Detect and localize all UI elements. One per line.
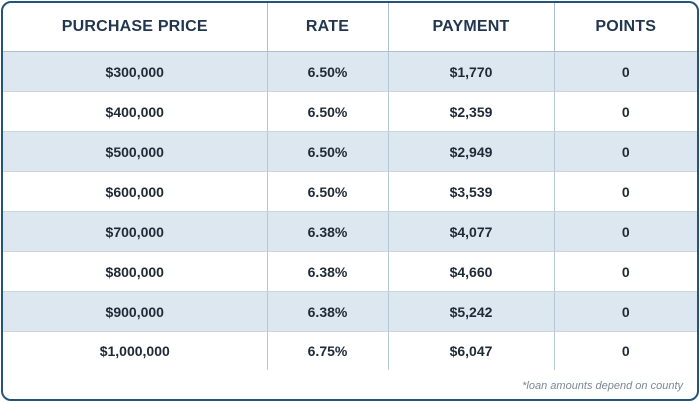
payment-cell: $4,660 bbox=[388, 251, 555, 292]
points-cell: 0 bbox=[554, 91, 697, 132]
purchase-price-cell: $600,000 bbox=[3, 171, 268, 212]
purchase-price-cell: $400,000 bbox=[3, 91, 268, 132]
rate-cell: 6.75% bbox=[267, 331, 389, 370]
table-row: $400,000 6.50% $2,359 0 bbox=[3, 91, 697, 132]
payment-cell: $4,077 bbox=[388, 211, 555, 252]
header-purchase-price: PURCHASE PRICE bbox=[3, 3, 268, 52]
payment-cell: $2,359 bbox=[388, 91, 555, 132]
rate-table: PURCHASE PRICE RATE PAYMENT POINTS $300,… bbox=[3, 3, 697, 370]
rate-cell: 6.50% bbox=[267, 91, 389, 132]
payment-cell: $3,539 bbox=[388, 171, 555, 212]
rate-cell: 6.50% bbox=[267, 171, 389, 212]
rate-cell: 6.38% bbox=[267, 251, 389, 292]
purchase-price-cell: $900,000 bbox=[3, 291, 268, 332]
footnote: *loan amounts depend on county bbox=[522, 380, 683, 392]
points-cell: 0 bbox=[554, 131, 697, 172]
payment-cell: $1,770 bbox=[388, 51, 555, 92]
rate-cell: 6.38% bbox=[267, 291, 389, 332]
purchase-price-cell: $1,000,000 bbox=[3, 331, 268, 370]
header-rate: RATE bbox=[267, 3, 389, 52]
rate-cell: 6.50% bbox=[267, 131, 389, 172]
table-row: $800,000 6.38% $4,660 0 bbox=[3, 251, 697, 292]
points-cell: 0 bbox=[554, 171, 697, 212]
table-row: $700,000 6.38% $4,077 0 bbox=[3, 211, 697, 252]
points-cell: 0 bbox=[554, 291, 697, 332]
table-header-row: PURCHASE PRICE RATE PAYMENT POINTS bbox=[3, 3, 697, 52]
table-row: $900,000 6.38% $5,242 0 bbox=[3, 291, 697, 332]
points-cell: 0 bbox=[554, 51, 697, 92]
table-row: $300,000 6.50% $1,770 0 bbox=[3, 51, 697, 92]
table-row: $600,000 6.50% $3,539 0 bbox=[3, 171, 697, 212]
purchase-price-cell: $500,000 bbox=[3, 131, 268, 172]
header-payment: PAYMENT bbox=[388, 3, 555, 52]
purchase-price-cell: $800,000 bbox=[3, 251, 268, 292]
payment-cell: $2,949 bbox=[388, 131, 555, 172]
purchase-price-cell: $300,000 bbox=[3, 51, 268, 92]
rate-cell: 6.50% bbox=[267, 51, 389, 92]
rate-cell: 6.38% bbox=[267, 211, 389, 252]
payment-cell: $5,242 bbox=[388, 291, 555, 332]
table-row: $500,000 6.50% $2,949 0 bbox=[3, 131, 697, 172]
points-cell: 0 bbox=[554, 211, 697, 252]
header-points: POINTS bbox=[554, 3, 697, 52]
points-cell: 0 bbox=[621, 343, 630, 359]
points-cell: 0 bbox=[554, 251, 697, 292]
table-row: $1,000,000 6.75% $6,047 0 bbox=[3, 331, 697, 370]
payment-cell: $6,047 bbox=[388, 331, 555, 370]
purchase-price-cell: $700,000 bbox=[3, 211, 268, 252]
